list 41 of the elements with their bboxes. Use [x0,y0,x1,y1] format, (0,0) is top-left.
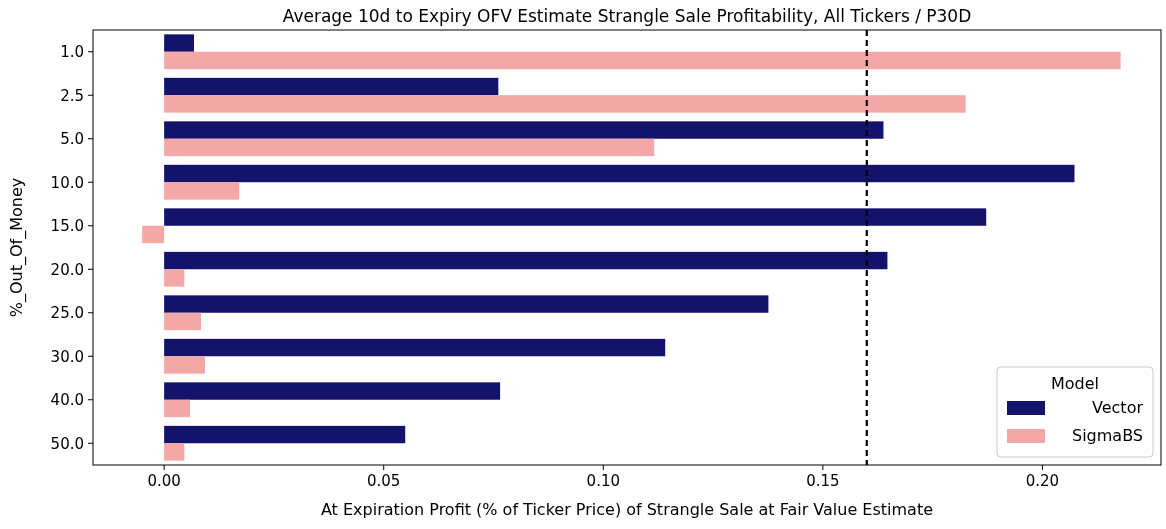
bar [164,399,191,418]
y-tick-label: 10.0 [50,173,84,192]
bar [164,77,499,96]
y-tick-label: 50.0 [50,434,84,453]
bar [164,164,1075,183]
bar [164,51,1121,70]
x-axis-title: At Expiration Profit (% of Ticker Price) of Strangle Sale at Fair Value Estimate [320,500,934,519]
x-tick-label: 0.05 [367,472,401,490]
bar [164,95,966,113]
bar [164,425,406,444]
chart-title: Average 10d to Expiry OFV Estimate Strangle Sale Profitability, All Tickers / P30D [282,6,972,26]
y-tick-label: 2.5 [60,86,84,105]
x-tick-label: 0.20 [1025,472,1060,490]
bar [164,356,205,374]
bar [164,208,987,226]
legend-label: SigmaBS [1072,426,1143,445]
bar [164,121,884,139]
y-tick-label: 15.0 [50,217,84,235]
y-tick-label: 25.0 [50,304,84,322]
y-tick-label: 1.0 [60,43,84,61]
bar [142,225,165,244]
bar [164,295,769,313]
y-tick-label: 40.0 [50,391,84,409]
bar [164,338,666,357]
x-tick-label: 0.00 [147,472,181,490]
text: Vector [1092,398,1144,417]
bar [164,269,185,287]
bar [164,138,655,157]
bar [164,251,888,270]
y-tick-label: 5.0 [60,130,84,148]
bar [164,312,202,331]
y-axis-title: %_Out_Of_Money [7,177,27,318]
bar [164,382,501,400]
x-tick-label: 0.10 [586,472,620,490]
y-tick-label: 30.0 [50,347,84,366]
bar [164,34,194,52]
bar [164,182,240,200]
x-tick-label: 0.15 [806,472,840,490]
legend-title: Model [1050,374,1100,393]
bar [164,443,185,461]
y-tick-label: 20.0 [50,260,84,279]
